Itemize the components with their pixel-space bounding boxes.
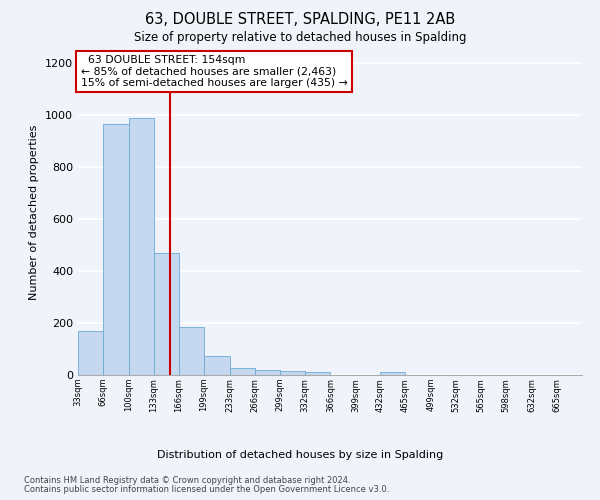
- Bar: [204, 356, 230, 375]
- Text: Distribution of detached houses by size in Spalding: Distribution of detached houses by size …: [157, 450, 443, 460]
- Bar: [305, 372, 331, 375]
- Bar: [280, 371, 305, 375]
- Text: 63, DOUBLE STREET, SPALDING, PE11 2AB: 63, DOUBLE STREET, SPALDING, PE11 2AB: [145, 12, 455, 28]
- Bar: [78, 331, 103, 375]
- Text: Size of property relative to detached houses in Spalding: Size of property relative to detached ho…: [134, 31, 466, 44]
- Bar: [154, 253, 179, 375]
- Bar: [103, 124, 129, 375]
- Text: Contains public sector information licensed under the Open Government Licence v3: Contains public sector information licen…: [24, 485, 389, 494]
- Bar: [254, 370, 280, 375]
- Bar: [380, 372, 406, 375]
- Bar: [230, 368, 254, 375]
- Text: 63 DOUBLE STREET: 154sqm
← 85% of detached houses are smaller (2,463)
15% of sem: 63 DOUBLE STREET: 154sqm ← 85% of detach…: [80, 55, 347, 88]
- Bar: [179, 327, 204, 375]
- Y-axis label: Number of detached properties: Number of detached properties: [29, 125, 40, 300]
- Bar: [129, 118, 154, 375]
- Text: Contains HM Land Registry data © Crown copyright and database right 2024.: Contains HM Land Registry data © Crown c…: [24, 476, 350, 485]
